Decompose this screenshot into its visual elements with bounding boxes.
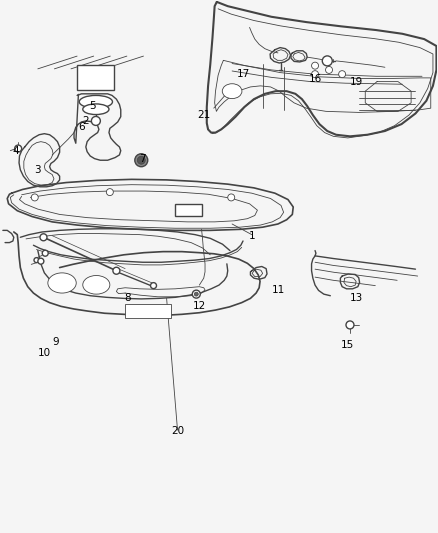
Circle shape (311, 71, 318, 78)
Circle shape (42, 250, 48, 256)
Text: 16: 16 (308, 75, 321, 84)
Circle shape (151, 282, 156, 288)
Circle shape (31, 194, 38, 201)
Circle shape (192, 290, 200, 298)
Circle shape (106, 189, 113, 196)
Circle shape (137, 156, 145, 164)
Ellipse shape (222, 84, 242, 99)
Ellipse shape (83, 276, 110, 294)
Text: 8: 8 (124, 293, 131, 303)
Circle shape (339, 71, 346, 78)
Text: 9: 9 (52, 337, 59, 347)
Text: 1: 1 (248, 231, 255, 241)
Text: 20: 20 (171, 426, 184, 436)
Ellipse shape (83, 104, 109, 115)
Text: 15: 15 (341, 340, 354, 350)
FancyBboxPatch shape (125, 304, 171, 318)
Circle shape (322, 56, 332, 66)
Circle shape (38, 258, 44, 264)
Text: 7: 7 (139, 154, 146, 164)
Circle shape (135, 154, 148, 167)
Text: 6: 6 (78, 122, 85, 132)
Circle shape (325, 67, 332, 74)
Text: 4: 4 (13, 146, 19, 156)
Circle shape (40, 234, 47, 241)
Circle shape (311, 62, 318, 69)
Text: 2: 2 (82, 116, 89, 126)
Circle shape (113, 267, 120, 274)
Circle shape (92, 116, 100, 125)
Circle shape (346, 321, 354, 329)
Text: 13: 13 (350, 293, 363, 303)
Text: 19: 19 (350, 77, 363, 86)
Ellipse shape (48, 273, 76, 293)
Circle shape (194, 292, 198, 296)
Text: 5: 5 (89, 101, 95, 110)
Text: 11: 11 (271, 285, 285, 295)
Text: 17: 17 (237, 69, 250, 79)
Text: 21: 21 (197, 110, 210, 120)
Circle shape (14, 145, 21, 152)
FancyBboxPatch shape (175, 204, 201, 216)
Text: 3: 3 (35, 165, 41, 175)
Text: 10: 10 (38, 348, 51, 358)
Text: 12: 12 (193, 301, 206, 311)
Circle shape (34, 257, 39, 263)
FancyBboxPatch shape (77, 64, 114, 90)
Circle shape (228, 194, 235, 201)
Ellipse shape (79, 95, 113, 108)
